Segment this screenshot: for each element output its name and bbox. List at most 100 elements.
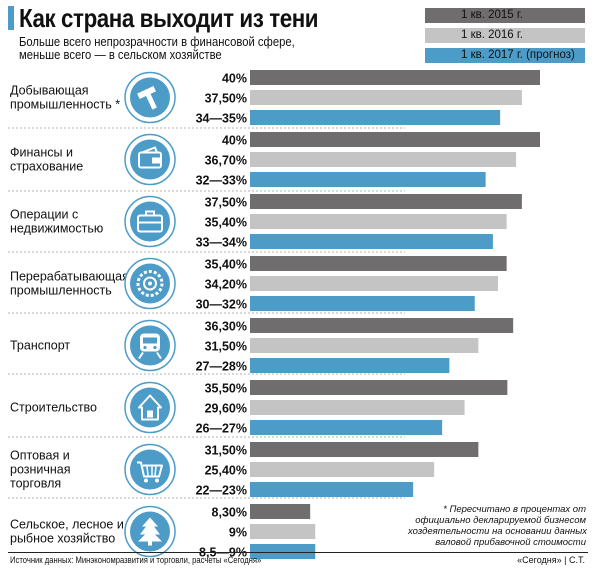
category-label-line: промышленность * [10,98,120,112]
footnote-line: валовой прибавочной стоимости [435,537,586,548]
data-label: 33—34% [196,236,247,250]
bar [250,132,540,147]
category-label: Оптовая и розничная торговля [10,449,71,491]
data-label: 26—27% [196,422,247,436]
category-label-line: Перерабатывающая [10,270,129,284]
bar [250,338,479,353]
data-label: 8,30% [212,506,247,520]
legend-swatch [425,48,585,63]
bar [250,462,435,477]
bar [250,524,316,539]
bar [250,172,486,187]
data-label: 36,70% [205,154,247,168]
data-label: 27—28% [196,360,247,374]
chart-subtitle: Больше всего непрозрачности в финансовой… [19,36,307,62]
bar [250,358,450,373]
bar [250,442,479,457]
subtitle-line: меньше всего — в сельском хозяйстве [19,48,222,62]
data-label: 31,50% [205,340,247,354]
data-label: 35,40% [205,258,247,272]
category-label: Операции с недвижимостью [10,208,103,236]
data-label: 36,30% [205,320,247,334]
legend-item-2015: 1 кв. 2015 г. [425,8,585,23]
bar [250,420,443,435]
data-label: 32—33% [196,174,247,188]
bar [250,194,522,209]
category-label-line: розничная [10,463,71,477]
data-label: 40% [222,134,247,148]
data-label: 37,50% [205,92,247,106]
data-label: 34,20% [205,278,247,292]
icon-disc [130,449,170,490]
legend: 1 кв. 2015 г. 1 кв. 2016 г. 1 кв. 2017 г… [425,8,585,68]
category-label-line: недвижимостью [10,222,103,236]
data-label: 35,40% [205,216,247,230]
wallet-icon [138,146,162,169]
chart-title: Как страна выходит из тени [19,3,319,33]
icon-disc [130,139,170,180]
briefcase-icon [137,210,163,233]
bar [250,70,540,85]
icon-disc [130,387,170,428]
category-label: Финансы и страхование [10,146,83,174]
saw-blade-icon [136,270,164,297]
credit-note: «Сегодня» | С.Т. [517,555,585,565]
category-label-line: торговля [10,477,61,491]
category-label: Строительство [10,401,97,415]
bar [250,90,522,105]
category-label: Добывающая промышленность * [10,84,120,112]
bar [250,544,316,559]
category-label-line: Операции с [10,208,78,222]
category-label-line: Строительство [10,401,97,415]
bar [250,296,475,311]
fir-tree-icon [138,517,162,546]
train-icon [138,333,162,360]
house-icon [138,394,162,421]
category-label-line: Оптовая и [10,449,70,463]
bar [250,400,465,415]
category-label-line: страхование [10,160,83,174]
hammer-icon [137,85,157,110]
bar [250,504,311,519]
data-label: 30—32% [196,298,247,312]
footnote-line: официально декларируемой бизнесом [415,515,586,526]
title-accent-bar [8,6,14,30]
bar [250,256,507,271]
data-label: 9% [229,526,247,540]
footnote-line: хоздеятельности на основании данных [408,526,587,537]
data-label: 31,50% [205,444,247,458]
category-label: Перерабатывающая промышленность [10,270,129,298]
bar [250,318,514,333]
category-label: Сельское, лесное и рыбное хозяйство [10,518,124,546]
bar [250,276,498,291]
shopping-basket-icon [137,461,163,483]
bar [250,234,493,249]
legend-swatch [425,8,585,23]
data-label: 35,50% [205,382,247,396]
category-label-line: Транспорт [10,339,70,353]
data-label: 25,40% [205,464,247,478]
bar [250,214,507,229]
source-note: Источник данных: Минэкономразвития и тор… [10,555,262,565]
data-label: 40% [222,72,247,86]
bar [250,152,517,167]
legend-item-2016: 1 кв. 2016 г. [425,28,585,43]
category-label-line: Финансы и [10,146,73,160]
category-label: Транспорт [10,339,70,353]
category-label-line: рыбное хозяйство [10,532,115,546]
data-label: 29,60% [205,402,247,416]
category-label-line: промышленность [10,284,112,298]
data-label: 34—35% [196,112,247,126]
legend-label: 1 кв. 2015 г. [461,9,523,21]
category-label-line: Сельское, лесное и [10,518,124,532]
data-label: 37,50% [205,196,247,210]
legend-label: 1 кв. 2016 г. [461,29,523,41]
category-label-line: Добывающая [10,84,89,98]
bar [250,482,414,497]
subtitle-line: Больше всего непрозрачности в финансовой… [19,35,295,49]
legend-swatch [425,28,585,43]
footer-divider [8,552,588,553]
bar [250,380,508,395]
